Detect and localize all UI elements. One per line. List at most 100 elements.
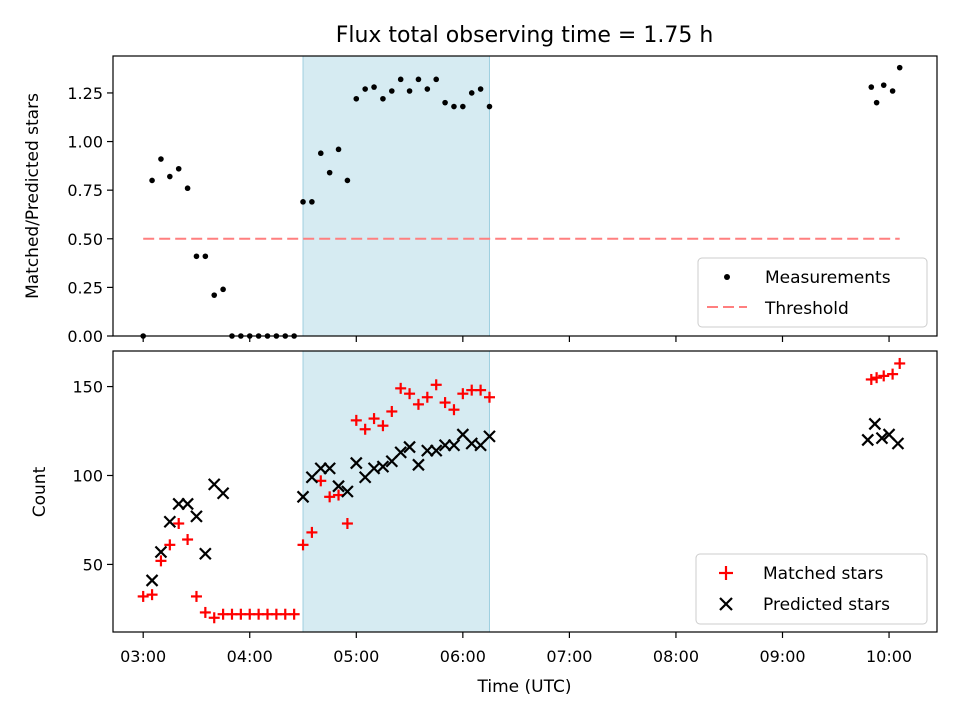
measurement-point — [175, 165, 182, 172]
legend-matched-plus-icon — [719, 566, 733, 580]
matched-star-point — [146, 589, 158, 601]
predicted-star-point — [429, 444, 443, 457]
bottom-x-label: Time (UTC) — [477, 677, 572, 697]
top-legend: Measurements Threshold — [697, 257, 928, 328]
measurement-point — [397, 76, 404, 83]
measurement-point — [486, 103, 493, 110]
legend-measurements-dot-icon — [724, 274, 730, 280]
bottom-y-tick-label: 50 — [83, 555, 103, 574]
legend-measurements-label: Measurements — [765, 268, 891, 288]
measurement-point — [468, 90, 475, 96]
predicted-star-point — [145, 574, 159, 587]
matched-star-point — [199, 606, 211, 618]
matched-star-point — [457, 388, 469, 400]
bottom-x-tick-label: 09:00 — [759, 647, 805, 666]
matched-star-point — [315, 475, 327, 487]
bottom-plot-frame — [112, 350, 938, 633]
legend-matched-label: Matched stars — [763, 564, 883, 584]
predicted-star-point — [341, 485, 354, 498]
predicted-star-point — [875, 431, 889, 445]
bottom-y-tick-label: 100 — [72, 466, 103, 485]
matched-star-point — [297, 539, 309, 551]
predicted-star-point — [199, 547, 212, 561]
predicted-star-point — [394, 446, 407, 459]
measurement-point — [880, 82, 887, 88]
matched-star-point — [395, 382, 407, 394]
matched-star-point — [421, 391, 433, 403]
matched-star-point — [164, 539, 176, 551]
measurement-point — [371, 84, 377, 90]
bottom-x-tick-label: 03:00 — [120, 647, 166, 666]
measurement-point — [460, 103, 466, 110]
matched-star-point — [341, 518, 353, 530]
bottom-legend-box — [695, 553, 928, 625]
matched-star-point — [324, 491, 336, 503]
measurement-point — [362, 86, 368, 92]
matched-star-point — [190, 590, 202, 602]
top-y-tick-label: 1.25 — [67, 84, 103, 103]
measurement-point — [344, 177, 351, 184]
top-legend-box — [697, 257, 928, 328]
bottom-x-tick-label: 05:00 — [333, 647, 379, 666]
bottom-x-tick-label: 04:00 — [227, 647, 273, 666]
measurement-point — [389, 88, 395, 94]
top-y-tick-label: 1.00 — [67, 133, 103, 152]
measurement-point — [415, 76, 422, 83]
measurement-point — [158, 156, 164, 162]
measurement-point — [184, 185, 191, 192]
bottom-x-tick-label: 07:00 — [546, 647, 592, 666]
predicted-star-point — [412, 458, 425, 472]
top-shaded-region — [302, 55, 490, 337]
matched-star-point — [475, 384, 487, 396]
predicted-star-point — [350, 456, 363, 470]
matched-star-point — [386, 405, 398, 417]
matched-star-point — [430, 379, 442, 391]
top-y-axis: 0.00 0.25 0.50 0.75 1.00 1.25 — [67, 84, 113, 346]
predicted-star-point — [891, 437, 905, 450]
matched-star-point — [483, 391, 495, 403]
predicted-star-point — [181, 497, 194, 511]
predicted-star-point — [868, 417, 882, 431]
measurement-point — [406, 88, 413, 94]
matched-star-point — [894, 357, 906, 369]
matched-star-point — [887, 368, 899, 380]
measurement-point — [477, 86, 484, 92]
top-y-tick-label: 0.00 — [67, 327, 103, 346]
matched-star-point — [377, 420, 389, 432]
predicted-star-point — [403, 440, 416, 454]
bottom-x-tick-label: 10:00 — [866, 647, 912, 666]
top-y-tick-label: 0.75 — [67, 181, 103, 200]
bottom-x-tick-label: 08:00 — [653, 647, 699, 666]
measurement-point — [424, 86, 431, 92]
bottom-x-tick-label: 06:00 — [440, 647, 486, 666]
matched-star-point — [439, 397, 451, 409]
measurement-point — [873, 99, 880, 106]
predicted-star-point — [190, 510, 203, 523]
top-y-tick-label: 0.50 — [67, 230, 103, 249]
measurement-point — [353, 95, 360, 102]
matched-star-point — [359, 423, 371, 435]
matched-star-point — [288, 608, 300, 620]
predicted-star-point — [332, 479, 345, 493]
matched-star-point — [182, 534, 194, 546]
figure-title: Flux total observing time = 1.75 h — [336, 23, 714, 48]
bottom-x-axis: 03:00 04:00 05:00 06:00 07:00 08:00 09:00 10:00 — [120, 632, 912, 666]
predicted-star-point — [163, 515, 177, 529]
matched-star-point — [404, 388, 416, 400]
matched-star-point — [368, 413, 380, 425]
matched-star-point — [878, 370, 890, 382]
matched-star-point — [350, 414, 362, 426]
matched-and-predicted-points — [137, 357, 906, 624]
predicted-star-point — [483, 430, 496, 443]
legend-threshold-label: Threshold — [764, 299, 849, 319]
measurement-point — [335, 146, 342, 153]
measurement-point — [442, 99, 448, 106]
measurement-point — [211, 292, 218, 298]
measurement-point — [889, 88, 896, 94]
top-panel: 0.00 0.25 0.50 0.75 1.00 1.25 Matched/Predict… — [23, 55, 938, 346]
measurement-point — [149, 177, 155, 184]
matched-star-point — [871, 372, 883, 384]
matched-star-point — [333, 489, 345, 501]
legend-predicted-label: Predicted stars — [763, 595, 890, 615]
